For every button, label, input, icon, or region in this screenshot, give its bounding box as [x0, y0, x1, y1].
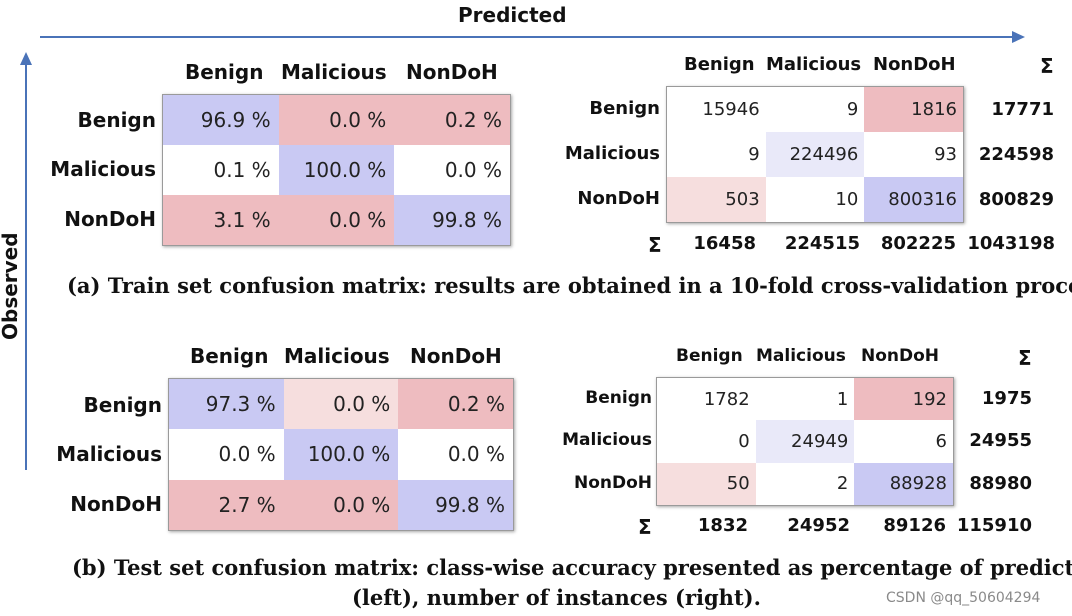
test-row-total-malicious: 24955: [969, 430, 1032, 451]
test-pct-col-header-nondoh: NonDoH: [410, 344, 502, 368]
test-pct-cell-nondoh-nondoh: 99.8 %: [398, 479, 513, 530]
train-cnt-cell-malicious-malicious: 224496: [765, 132, 865, 177]
train-cnt-cell-nondoh-malicious: 10: [765, 177, 865, 222]
test-cnt-matrix: 1782 1 192 0 24949 6 50 2 88928: [656, 377, 954, 506]
test-cnt-cell-malicious-benign: 0: [657, 420, 756, 463]
test-pct-cell-malicious-malicious: 100.0 %: [283, 429, 399, 480]
train-cnt-col-header-nondoh: NonDoH: [873, 54, 956, 75]
train-pct-matrix: 96.9 % 0.0 % 0.2 % 0.1 % 100.0 % 0.0 % 3.1 % 0.…: [162, 94, 511, 246]
test-cnt-cell-malicious-nondoh: 6: [854, 420, 953, 463]
caption-a: (a) Train set confusion matrix: results …: [67, 273, 1072, 298]
train-cnt-cell-malicious-nondoh: 93: [864, 132, 963, 177]
train-col-total-malicious: 224515: [784, 233, 860, 254]
test-cnt-sum-col-symbol: Σ: [1018, 346, 1032, 370]
train-pct-col-header-benign: Benign: [185, 60, 264, 84]
test-pct-row-label-benign: Benign: [83, 393, 162, 417]
train-cnt-col-header-malicious: Malicious: [766, 54, 862, 75]
test-pct-cell-benign-benign: 97.3 %: [169, 379, 284, 430]
test-pct-col-header-malicious: Malicious: [284, 344, 390, 368]
train-cnt-cell-benign-malicious: 9: [765, 87, 865, 132]
test-cnt-cell-nondoh-nondoh: 88928: [854, 462, 953, 505]
test-cnt-sum-row-symbol: Σ: [638, 515, 652, 539]
test-cnt-row-label-benign: Benign: [585, 388, 652, 408]
train-cnt-sum-col-symbol: Σ: [1040, 54, 1054, 78]
train-row-total-nondoh: 800829: [978, 189, 1054, 210]
test-cnt-col-header-malicious: Malicious: [756, 346, 846, 366]
train-pct-cell-nondoh-benign: 3.1 %: [163, 195, 279, 245]
test-cnt-cell-benign-malicious: 1: [755, 378, 855, 421]
test-pct-cell-malicious-nondoh: 0.0 %: [398, 429, 513, 480]
test-cnt-cell-benign-nondoh: 192: [854, 378, 953, 421]
test-pct-col-header-benign: Benign: [190, 344, 269, 368]
train-pct-row-label-malicious: Malicious: [50, 157, 156, 181]
train-cnt-cell-benign-nondoh: 1816: [864, 87, 963, 132]
train-pct-cell-benign-nondoh: 0.2 %: [394, 95, 510, 145]
test-pct-row-label-malicious: Malicious: [56, 442, 162, 466]
caption-b-line1: (b) Test set confusion matrix: class-wis…: [72, 555, 1072, 580]
test-cnt-cell-nondoh-malicious: 2: [755, 462, 855, 505]
test-col-total-benign: 1832: [697, 515, 748, 536]
test-pct-cell-benign-malicious: 0.0 %: [283, 379, 399, 430]
test-pct-cell-nondoh-benign: 2.7 %: [169, 479, 284, 530]
train-col-total-nondoh: 802225: [880, 233, 956, 254]
train-pct-cell-benign-benign: 96.9 %: [163, 95, 279, 145]
train-pct-cell-nondoh-nondoh: 99.8 %: [394, 195, 510, 245]
train-col-total-benign: 16458: [693, 233, 756, 254]
test-cnt-cell-malicious-malicious: 24949: [755, 420, 855, 463]
train-cnt-row-label-benign: Benign: [589, 98, 660, 119]
train-pct-cell-malicious-benign: 0.1 %: [163, 145, 279, 195]
train-row-total-malicious: 224598: [978, 144, 1054, 165]
train-cnt-cell-malicious-benign: 9: [667, 132, 766, 177]
train-pct-col-header-malicious: Malicious: [281, 60, 387, 84]
train-cnt-sum-row-symbol: Σ: [648, 233, 662, 257]
train-pct-cell-malicious-nondoh: 0.0 %: [394, 145, 510, 195]
test-cnt-cell-nondoh-benign: 50: [657, 462, 756, 505]
train-pct-cell-malicious-malicious: 100.0 %: [278, 145, 395, 195]
train-cnt-col-header-benign: Benign: [684, 54, 755, 75]
test-pct-cell-benign-nondoh: 0.2 %: [398, 379, 513, 430]
train-pct-row-label-nondoh: NonDoH: [64, 207, 156, 231]
test-row-total-nondoh: 88980: [969, 473, 1032, 494]
train-pct-row-label-benign: Benign: [77, 108, 156, 132]
test-cnt-cell-benign-benign: 1782: [657, 378, 756, 421]
test-pct-row-label-nondoh: NonDoH: [70, 492, 162, 516]
test-col-total-nondoh: 89126: [883, 515, 946, 536]
predicted-axis-label: Predicted: [458, 3, 567, 27]
test-cnt-col-header-benign: Benign: [676, 346, 743, 366]
observed-arrow-head: [20, 52, 32, 65]
train-pct-cell-nondoh-malicious: 0.0 %: [278, 195, 395, 245]
test-cnt-row-label-malicious: Malicious: [562, 430, 652, 450]
train-cnt-cell-nondoh-benign: 503: [667, 177, 766, 222]
train-cnt-cell-nondoh-nondoh: 800316: [864, 177, 963, 222]
train-cnt-row-label-nondoh: NonDoH: [577, 188, 660, 209]
observed-axis-label: Observed: [0, 232, 22, 340]
test-pct-cell-nondoh-malicious: 0.0 %: [283, 479, 399, 530]
caption-b-line2: (left), number of instances (right).: [352, 585, 761, 610]
test-grand-total: 115910: [956, 515, 1032, 536]
train-grand-total: 1043198: [967, 233, 1055, 254]
watermark: CSDN @qq_50604294: [886, 590, 1041, 606]
test-pct-matrix: 97.3 % 0.0 % 0.2 % 0.0 % 100.0 % 0.0 % 2.7 % 0.…: [168, 378, 514, 531]
predicted-arrow-head: [1012, 31, 1025, 43]
test-row-total-benign: 1975: [981, 388, 1032, 409]
train-cnt-row-label-malicious: Malicious: [564, 143, 660, 164]
train-pct-col-header-nondoh: NonDoH: [406, 60, 498, 84]
test-cnt-col-header-nondoh: NonDoH: [861, 346, 940, 366]
test-col-total-malicious: 24952: [787, 515, 850, 536]
test-pct-cell-malicious-benign: 0.0 %: [169, 429, 284, 480]
test-cnt-row-label-nondoh: NonDoH: [573, 473, 652, 493]
train-cnt-matrix: 15946 9 1816 9 224496 93 503 10 800316: [666, 86, 964, 223]
train-cnt-cell-benign-benign: 15946: [667, 87, 766, 132]
train-pct-cell-benign-malicious: 0.0 %: [278, 95, 395, 145]
train-row-total-benign: 17771: [991, 99, 1054, 120]
